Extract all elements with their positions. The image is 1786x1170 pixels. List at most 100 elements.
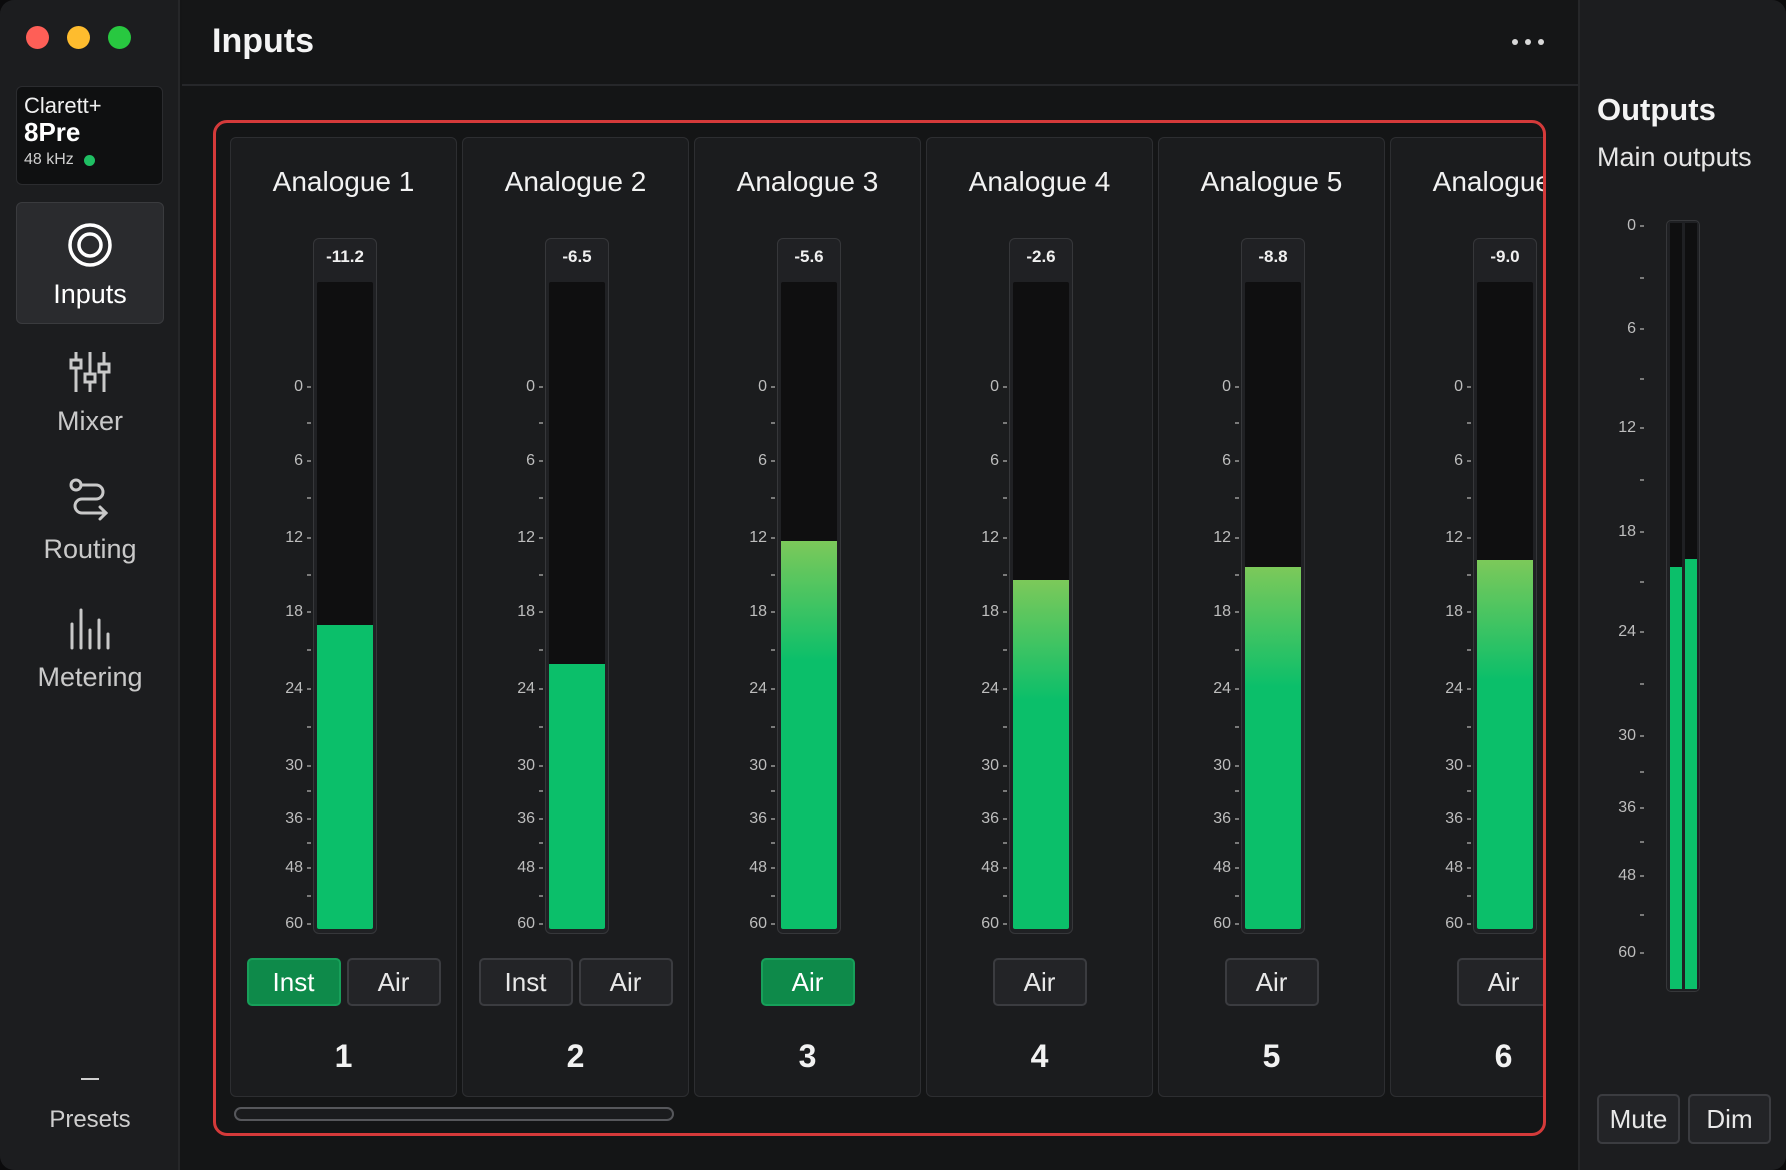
channel-name: Analogue 4 [968,166,1111,197]
zoom-window-button[interactable] [108,26,131,49]
channel-strip: Analogue 6 0 6 12 18 24 30 36 48 60 -9.0 Air 6 [1390,137,1543,1097]
meter-tick-mark [539,842,543,844]
output-scale-tick: 6 [1627,320,1636,337]
meter-scale-tick: 60 [1213,915,1231,932]
output-tick-mark [1640,427,1644,429]
meter-tick-mark [1003,574,1007,576]
meter-scale-tick: 30 [749,757,767,774]
meter-tick-mark [1467,842,1471,844]
sidebar-item-label: Mixer [57,406,123,436]
meter-tick-mark [1467,611,1471,613]
peak-readout[interactable]: -5.6 [794,247,824,266]
meter-tick-mark [1235,460,1239,462]
air-toggle-button[interactable]: Air [760,958,855,1006]
meter-scale-tick: 0 [1454,378,1463,395]
header: Inputs [182,0,1578,86]
inst-toggle-button[interactable]: Inst [478,958,573,1006]
meter-tick-mark [1003,895,1007,897]
meter-scale-tick: 6 [294,452,303,469]
sidebar-item-label: Metering [37,662,143,692]
meter-tick-mark [1235,842,1239,844]
air-toggle-button[interactable]: Air [1456,958,1543,1006]
channel-buttons: Inst Air [463,958,688,1006]
air-toggle-button[interactable]: Air [1224,958,1319,1006]
minimize-window-button[interactable] [67,26,90,49]
output-scale-tick: 36 [1618,799,1636,816]
meter-level-bar [549,663,605,929]
close-window-button[interactable] [26,26,49,49]
more-options-button[interactable] [1512,30,1548,54]
meter-tick-mark [1467,497,1471,499]
channel-name: Analogue 2 [504,166,647,197]
meter-tick-mark [539,649,543,651]
meter-scale-tick: 60 [1445,915,1463,932]
meter-tick-mark [539,422,543,424]
sidebar-item-routing[interactable]: Routing [16,458,164,580]
meter-tick-mark [307,765,311,767]
channel-strip: Analogue 5 0 6 12 18 24 30 36 48 60 -8.8 Air 5 [1158,137,1385,1097]
meter-tick-mark [1235,895,1239,897]
meter-level-bar [781,540,837,929]
meter-scale-tick: 12 [981,529,999,546]
meter-tick-mark [307,574,311,576]
status-dot-icon [83,154,95,166]
output-tick-mark [1640,683,1644,685]
meter-track [1245,282,1301,929]
presets-handle-icon [81,1078,99,1080]
meter-tick-mark [1003,790,1007,792]
level-meter: -8.8 [1241,238,1305,934]
meter-tick-mark [1003,867,1007,869]
peak-readout[interactable]: -8.8 [1258,247,1288,266]
meter-tick-mark [771,611,775,613]
device-model: 8Pre [24,117,81,147]
meter-tick-mark [1003,460,1007,462]
meter-scale-tick: 6 [526,452,535,469]
level-meter: -2.6 [1009,238,1073,934]
presets-label: Presets [49,1106,131,1133]
meter-scale-tick: 48 [1445,859,1463,876]
channel-name: Analogue 3 [736,166,879,197]
sidebar-item-metering[interactable]: Metering [16,586,164,708]
inst-toggle-button[interactable]: Inst [246,958,341,1006]
meter-tick-mark [1003,923,1007,925]
presets-button[interactable]: Presets [16,1078,164,1134]
channel-strip: Analogue 4 0 6 12 18 24 30 36 48 60 -2.6 Air 4 [926,137,1153,1097]
air-toggle-button[interactable]: Air [346,958,441,1006]
outputs-panel: Outputs Main outputs 0 6 12 18 24 30 36 48 60 Mu… [1578,0,1786,1170]
peak-readout[interactable]: -11.2 [326,247,364,266]
peak-readout[interactable]: -6.5 [562,247,592,266]
inputs-panel: Analogue 1 0 6 12 18 24 30 36 48 60 -11.2 Inst Air 1 A… [213,120,1546,1136]
meter-tick-mark [771,460,775,462]
dim-button[interactable]: Dim [1688,1094,1771,1144]
horizontal-scrollbar[interactable] [234,1107,674,1121]
peak-readout[interactable]: -2.6 [1026,247,1056,266]
meter-tick-mark [771,537,775,539]
meter-tick-mark [771,923,775,925]
output-tick-mark [1640,841,1644,843]
output-tick-mark [1640,328,1644,330]
meter-scale-tick: 36 [285,810,303,827]
output-tick-mark [1640,771,1644,773]
channel-buttons: Inst Air [231,958,456,1006]
air-toggle-button[interactable]: Air [578,958,673,1006]
sidebar-item-mixer[interactable]: Mixer [16,330,164,452]
meter-tick-mark [1003,688,1007,690]
meter-tick-mark [1467,726,1471,728]
meter-tick-mark [307,649,311,651]
meter-scale-tick: 6 [990,452,999,469]
output-scale-tick: 24 [1618,623,1636,640]
meter-scale-tick: 12 [749,529,767,546]
meter-tick-mark [307,790,311,792]
channel-number: 4 [1030,1038,1049,1074]
device-card[interactable]: Clarett+ 8Pre 48 kHz [16,86,163,185]
meter-scale-tick: 36 [981,810,999,827]
meter-tick-mark [771,688,775,690]
sidebar-item-label: Routing [43,534,137,564]
device-name: Clarett+ [24,93,102,118]
meter-tick-mark [307,460,311,462]
sidebar-item-inputs[interactable]: Inputs [16,202,164,324]
air-toggle-button[interactable]: Air [992,958,1087,1006]
peak-readout[interactable]: -9.0 [1490,247,1520,266]
mute-button[interactable]: Mute [1597,1094,1680,1144]
meter-tick-mark [539,386,543,388]
